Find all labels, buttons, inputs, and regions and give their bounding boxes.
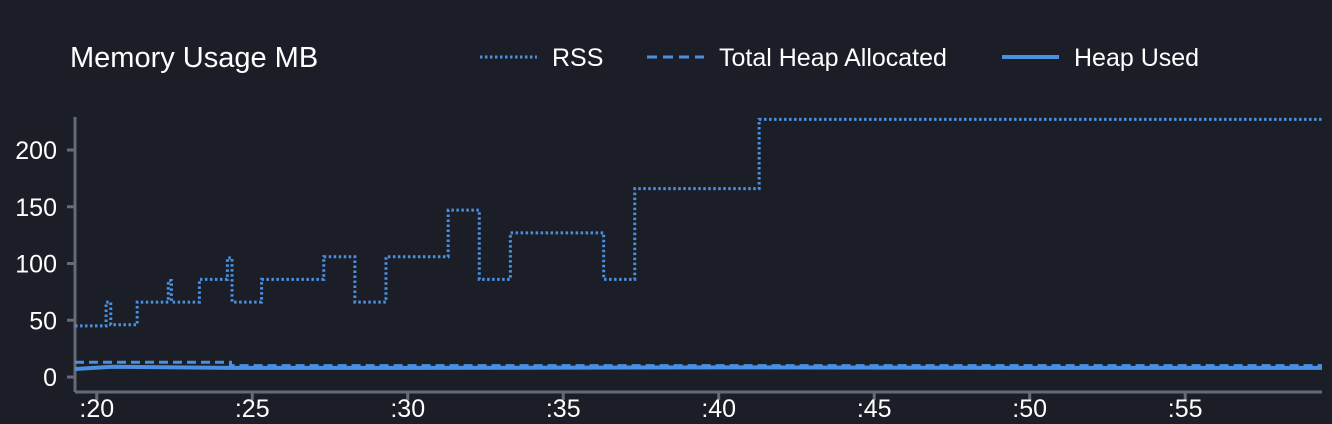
- y-tick-label: 0: [43, 364, 57, 392]
- x-ticks: :20 :25 :30 :35 :40 :45 :50 :55: [79, 392, 1203, 423]
- legend-label: Total Heap Allocated: [719, 44, 947, 72]
- legend-label: Heap Used: [1074, 44, 1199, 72]
- legend-label: RSS: [552, 44, 603, 72]
- x-tick-label: :25: [235, 395, 270, 423]
- y-tick-label: 200: [15, 137, 57, 165]
- x-tick-label: :35: [546, 395, 581, 423]
- series-line-total-heap-allocated: [75, 360, 1322, 368]
- x-tick-label: :55: [1168, 395, 1203, 423]
- chart-title: Memory Usage MB: [70, 42, 318, 74]
- axes: [73, 117, 1322, 394]
- series-line-rss: [75, 117, 1322, 328]
- y-tick-label: 50: [29, 307, 57, 335]
- legend: RSS Total Heap Allocated Heap Used: [480, 44, 1199, 72]
- y-tick-label: 150: [15, 194, 57, 222]
- series-line-heap-used: [74, 364, 1322, 372]
- y-tick-label: 100: [15, 251, 57, 279]
- x-tick-label: :40: [701, 395, 736, 423]
- y-ticks: 0 50 100 150 200: [15, 137, 75, 392]
- x-tick-label: :45: [857, 395, 892, 423]
- x-tick-label: :50: [1012, 395, 1047, 423]
- series-lines: [74, 117, 1322, 372]
- x-tick-label: :20: [79, 395, 114, 423]
- x-tick-label: :30: [390, 395, 425, 423]
